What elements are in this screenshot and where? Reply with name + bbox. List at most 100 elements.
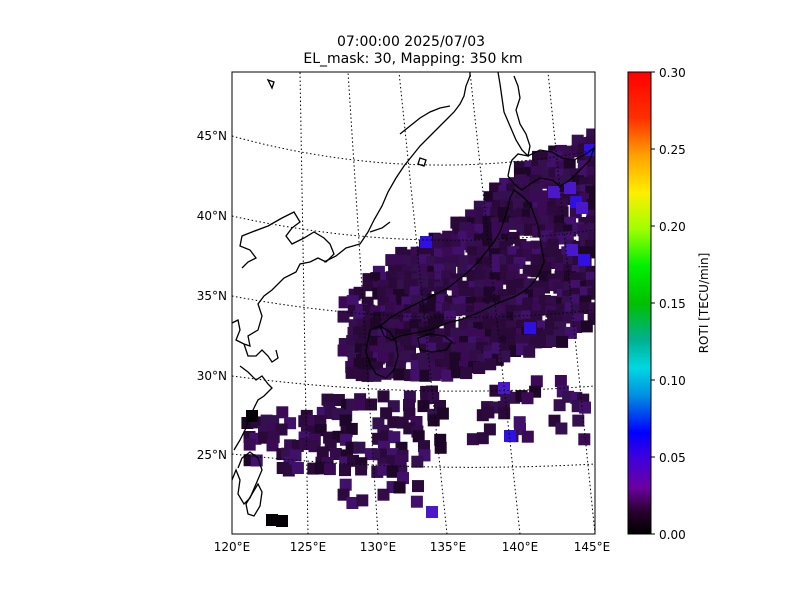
roti-cell xyxy=(468,255,481,268)
roti-cell xyxy=(323,463,336,476)
roti-cell xyxy=(370,318,383,331)
roti-cell xyxy=(387,416,400,429)
roti-cell xyxy=(523,345,536,358)
roti-cell xyxy=(377,350,390,363)
lon-tick-130: 130°E xyxy=(360,540,397,554)
lon-tick-120: 120°E xyxy=(214,540,251,554)
roti-cell xyxy=(587,287,595,300)
roti-cell xyxy=(345,422,358,435)
roti-cell xyxy=(553,399,566,412)
roti-cell xyxy=(504,430,516,442)
roti-cell xyxy=(556,206,569,219)
roti-cell xyxy=(484,358,497,371)
colorbar-ticks xyxy=(651,71,655,535)
roti-cell xyxy=(377,488,390,501)
roti-cell xyxy=(460,367,473,380)
roti-cell xyxy=(412,430,425,443)
roti-cell xyxy=(530,375,543,388)
roti-cells xyxy=(241,128,595,527)
roti-cell xyxy=(489,302,502,314)
roti-cell xyxy=(243,438,256,451)
roti-cell xyxy=(266,514,278,526)
roti-cell xyxy=(354,398,367,411)
roti-cell xyxy=(500,335,513,348)
roti-cell xyxy=(548,186,560,198)
roti-cell xyxy=(584,144,595,156)
roti-cell xyxy=(346,497,359,509)
roti-cell xyxy=(397,472,409,485)
roti-cell xyxy=(585,151,595,164)
roti-cell xyxy=(556,335,569,348)
roti-cell xyxy=(427,414,440,427)
roti-cell xyxy=(355,463,368,476)
roti-cell xyxy=(476,246,489,259)
roti-cell xyxy=(401,335,414,347)
roti-cell xyxy=(419,303,432,316)
roti-cell xyxy=(554,375,567,387)
roti-cell xyxy=(562,311,575,324)
roti-cell xyxy=(578,246,590,259)
roti-cell xyxy=(434,441,447,454)
roti-cell xyxy=(498,382,510,394)
roti-cell xyxy=(587,222,595,235)
roti-cell xyxy=(586,246,595,259)
lat-tick-labels: 45°N 40°N 35°N 30°N 25°N xyxy=(197,129,227,462)
roti-cell xyxy=(365,398,377,411)
colorbar-gradient xyxy=(627,71,652,535)
roti-cell xyxy=(585,271,595,284)
roti-cell xyxy=(276,515,288,527)
roti-cell xyxy=(585,279,595,292)
roti-cell xyxy=(419,369,432,382)
roti-cell xyxy=(578,433,591,446)
lon-tick-125: 125°E xyxy=(290,540,327,554)
roti-cell xyxy=(388,431,401,444)
roti-cell xyxy=(564,182,576,194)
roti-cell xyxy=(555,422,568,435)
roti-cell xyxy=(473,362,486,374)
lon-tick-135: 135°E xyxy=(430,540,467,554)
colorbar: 0.00 0.05 0.10 0.15 0.20 0.25 0.30 ROTI … xyxy=(627,66,711,542)
roti-cell xyxy=(417,400,430,413)
roti-cell xyxy=(345,366,358,379)
title-line-1: 07:00:00 2025/07/03 xyxy=(337,34,485,50)
roti-cell xyxy=(474,270,487,283)
colorbar-tick-0: 0.00 xyxy=(659,528,686,542)
roti-cell xyxy=(586,128,595,141)
roti-cell xyxy=(579,302,592,314)
roti-cell xyxy=(498,350,511,363)
coastlines xyxy=(232,72,595,517)
roti-cell xyxy=(572,414,585,427)
colorbar-tick-2: 0.10 xyxy=(659,374,686,388)
roti-cell xyxy=(385,254,398,267)
graticule xyxy=(232,72,595,534)
roti-cell xyxy=(576,202,588,214)
roti-cell xyxy=(393,368,406,381)
colorbar-label: ROTI [TECU/min] xyxy=(697,253,711,354)
roti-cell xyxy=(505,201,518,214)
roti-cell xyxy=(385,302,397,315)
map-area xyxy=(231,71,596,535)
roti-cell xyxy=(466,433,479,446)
roti-cell xyxy=(521,392,534,405)
roti-cell xyxy=(412,480,424,493)
colorbar-tick-3: 0.15 xyxy=(659,297,686,311)
roti-cell xyxy=(524,322,536,334)
roti-cell xyxy=(579,401,591,414)
roti-cell xyxy=(339,478,352,491)
roti-cell xyxy=(356,494,369,507)
roti-cell xyxy=(436,407,449,420)
title-line-2: EL_mask: 30, Mapping: 350 km xyxy=(303,51,522,67)
roti-cell xyxy=(411,455,424,468)
roti-cell xyxy=(588,302,595,315)
roti-cell xyxy=(578,254,590,266)
roti-cell xyxy=(585,136,595,149)
roti-cell xyxy=(587,312,595,325)
roti-cell xyxy=(353,441,366,454)
roti-cell xyxy=(521,430,534,443)
roti-cell xyxy=(299,438,312,451)
roti-cell xyxy=(266,439,279,452)
roti-cell xyxy=(282,464,295,477)
colorbar-tick-4: 0.20 xyxy=(659,220,686,234)
roti-cell xyxy=(586,167,595,179)
